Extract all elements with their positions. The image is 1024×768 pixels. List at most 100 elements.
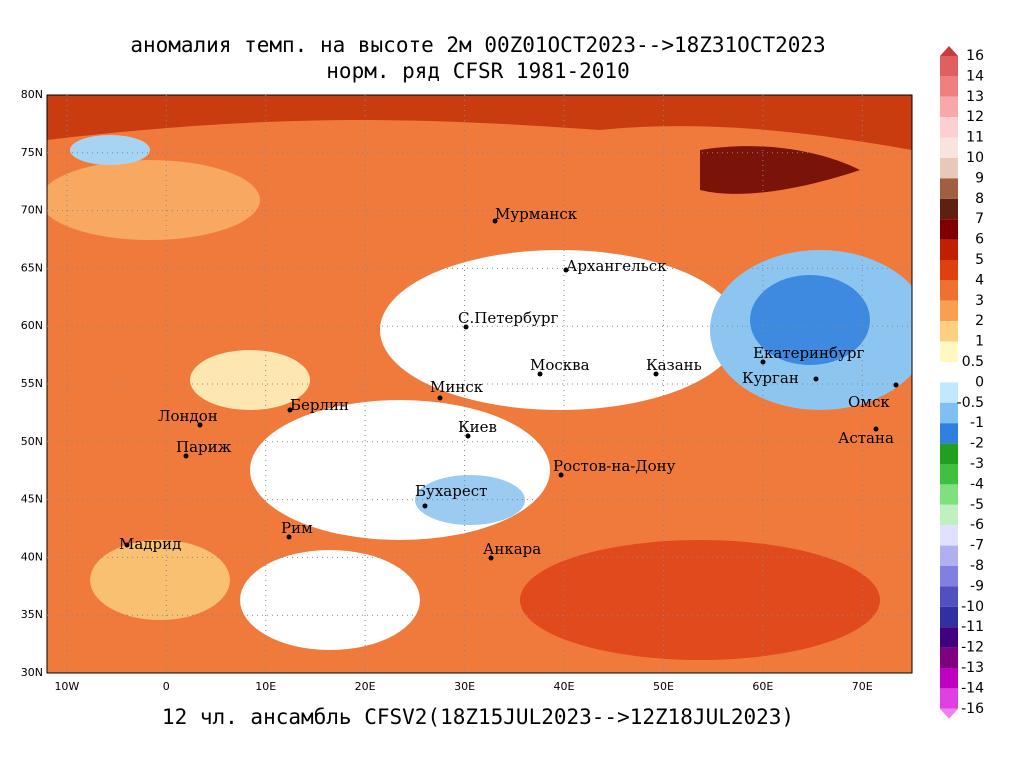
lon-label: 30E	[454, 680, 475, 693]
colorbar-label: -0.5	[957, 395, 984, 411]
colorbar-label: 7	[975, 211, 984, 227]
colorbar-cell	[940, 566, 958, 587]
city-label: Омск	[848, 393, 890, 411]
colorbar-label: 13	[966, 89, 984, 105]
colorbar-label: -10	[961, 599, 984, 615]
city-label: Мурманск	[495, 205, 578, 223]
lon-label: 20E	[355, 680, 376, 693]
lon-label: 70E	[852, 680, 873, 693]
city-dot	[653, 371, 659, 377]
lat-label: 40N	[21, 550, 43, 563]
colorbar-label: -7	[970, 538, 984, 554]
colorbar-cell	[940, 688, 958, 709]
colorbar-label: -1	[970, 415, 984, 431]
city-label: Берлин	[290, 396, 349, 414]
city-dot	[422, 503, 428, 509]
city-label: С.Петербург	[458, 309, 558, 327]
city-label: Лондон	[158, 407, 218, 425]
city-dot	[813, 376, 819, 382]
colorbar-label: 2	[975, 313, 984, 329]
lat-label: 45N	[21, 493, 43, 506]
city-label: Екатеринбург	[753, 344, 864, 362]
colorbar-cell	[940, 280, 958, 301]
colorbar-cell	[940, 321, 958, 342]
colorbar-label: 8	[975, 191, 984, 207]
city-dot	[488, 555, 494, 561]
city-label: Минск	[430, 378, 484, 396]
colorbar-cell	[940, 362, 958, 383]
city-dot	[492, 218, 498, 224]
colorbar-label: 5	[975, 252, 984, 268]
city-label: Париж	[176, 438, 232, 456]
colorbar-label: 9	[975, 170, 984, 186]
city-dot	[437, 395, 443, 401]
colorbar-cell	[940, 484, 958, 505]
lat-label: 50N	[21, 435, 43, 448]
city-dot	[286, 534, 292, 540]
colorbar-label: 0.5	[962, 354, 984, 370]
lon-label: 50E	[653, 680, 674, 693]
colorbar-cell	[940, 158, 958, 179]
colorbar-label: -8	[970, 558, 984, 574]
colorbar-cell	[940, 76, 958, 97]
city-dot	[558, 472, 564, 478]
colorbar-label: 1	[975, 334, 984, 350]
colorbar-label: -11	[961, 619, 984, 635]
city-dot	[563, 267, 569, 273]
city-label: Киев	[458, 418, 497, 436]
colorbar-label: -9	[970, 578, 984, 594]
city-label: Казань	[646, 356, 702, 374]
city-dot	[760, 359, 766, 365]
colorbar-cell	[940, 137, 958, 158]
city-dot	[873, 426, 879, 432]
colorbar-cell	[940, 382, 958, 403]
colorbar-cell	[940, 117, 958, 138]
colorbar-cell	[940, 402, 958, 424]
city-label: Курган	[742, 369, 799, 387]
city-dot	[287, 407, 293, 413]
colorbar-label: 12	[966, 109, 984, 125]
colorbar-cell	[940, 260, 958, 281]
colorbar-label: -12	[961, 640, 984, 656]
colorbar-cell	[940, 443, 958, 464]
colorbar-cell	[940, 46, 958, 56]
colorbar-cell	[940, 239, 958, 260]
colorbar-label: -3	[970, 456, 984, 472]
lat-label: 30N	[21, 666, 43, 679]
title: аномалия темп. на высоте 2м 00Z01OCT2023…	[130, 33, 825, 57]
colorbar-cell	[940, 219, 958, 240]
city-label: Москва	[530, 356, 590, 374]
city-dot	[124, 542, 130, 548]
lat-label: 35N	[21, 608, 43, 621]
colorbar-cell	[940, 56, 958, 77]
colorbar-label: 0	[975, 374, 984, 390]
city-dot	[463, 324, 469, 330]
colorbar-label: -14	[961, 680, 984, 696]
colorbar-cell	[940, 423, 958, 444]
footer: 12 чл. ансамбль CFSV2(18Z15JUL2023-->12Z…	[162, 705, 794, 729]
colorbar-label: -13	[961, 660, 984, 676]
colorbar-cell	[940, 708, 958, 719]
colorbar-cell	[940, 545, 958, 566]
lon-label: 40E	[554, 680, 575, 693]
city-label: Мадрид	[119, 535, 181, 553]
lat-label: 70N	[21, 204, 43, 217]
colorbar-cell	[940, 464, 958, 485]
city-dot	[183, 453, 189, 459]
city-label: Анкара	[483, 540, 541, 558]
lat-label: 75N	[21, 146, 43, 159]
colorbar-cell	[940, 668, 958, 689]
colorbar-cell	[940, 198, 958, 220]
colorbar-cell	[940, 178, 958, 199]
city-label: Архангельск	[566, 257, 667, 275]
colorbar-cell	[940, 525, 958, 546]
colorbar-label: 16	[966, 48, 984, 64]
lon-label: 60E	[752, 680, 773, 693]
colorbar-cell	[940, 96, 958, 118]
city-label: Бухарест	[415, 482, 487, 500]
city-label: Ростов-на-Дону	[553, 457, 676, 475]
colorbar-cell	[940, 504, 958, 526]
colorbar-label: -6	[970, 517, 984, 533]
lat-label: 55N	[21, 377, 43, 390]
